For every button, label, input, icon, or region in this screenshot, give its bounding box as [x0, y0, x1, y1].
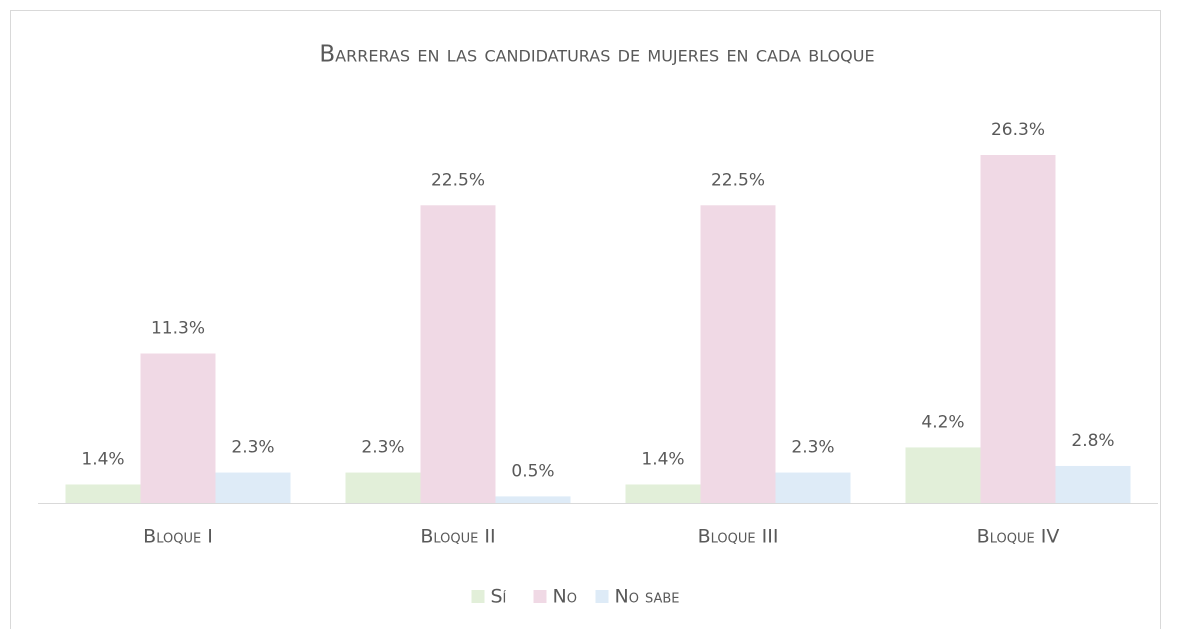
x-tick-label: Bloque II [420, 526, 495, 548]
bar [905, 447, 981, 503]
legend-label: No [553, 586, 577, 608]
data-label: 0.5% [511, 461, 554, 481]
bar [495, 496, 571, 503]
bar [215, 472, 291, 503]
legend-label: No sabe [615, 586, 680, 608]
legend-swatch [533, 590, 547, 603]
bar [700, 205, 776, 503]
bar [140, 353, 216, 503]
bar [345, 472, 421, 503]
legend-label: Sí [491, 586, 507, 608]
data-label: 22.5% [711, 170, 765, 190]
x-tick-label: Bloque IV [977, 526, 1060, 548]
x-tick-label: Bloque III [698, 526, 779, 548]
data-label: 2.8% [1071, 431, 1114, 451]
data-label: 22.5% [431, 170, 485, 190]
legend-swatch [471, 590, 485, 603]
bar [420, 205, 496, 503]
chart-frame [10, 10, 1161, 633]
x-tick-label: Bloque I [143, 526, 213, 548]
data-label: 2.3% [231, 438, 274, 458]
chart-title: Barreras en las candidaturas de mujeres … [319, 42, 874, 68]
legend-swatch [595, 590, 609, 603]
bar [65, 484, 141, 503]
data-label: 11.3% [151, 318, 205, 338]
bar [775, 472, 851, 503]
bar [1055, 465, 1131, 503]
bar [980, 155, 1056, 503]
data-label: 26.3% [991, 120, 1045, 140]
data-label: 2.3% [361, 438, 404, 458]
data-label: 2.3% [791, 438, 834, 458]
data-label: 1.4% [81, 449, 124, 469]
data-label: 1.4% [641, 449, 684, 469]
data-label: 4.2% [921, 412, 964, 432]
bar [625, 484, 701, 503]
